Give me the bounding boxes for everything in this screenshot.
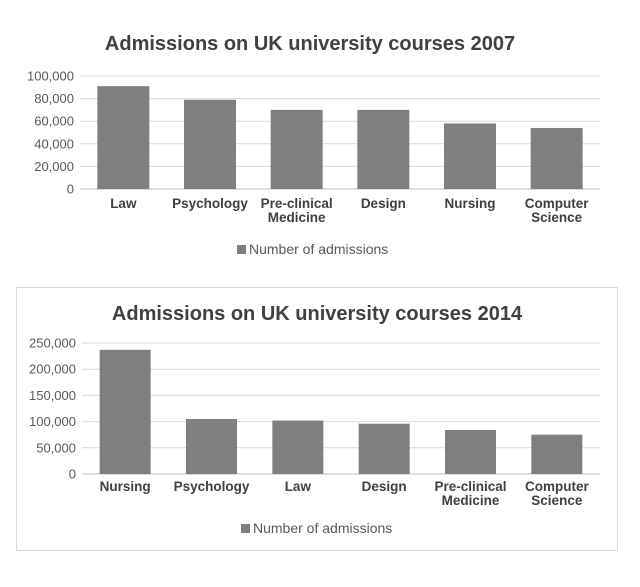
chart1-category-label: Medicine: [442, 493, 500, 508]
chart1-bar: [358, 423, 410, 474]
chart1-y-tick-label: 250,000: [29, 336, 76, 351]
chart0-y-tick-label: 40,000: [34, 136, 74, 151]
chart1-title: Admissions on UK university courses 2014: [112, 303, 523, 325]
chart1-category-label: Nursing: [100, 479, 151, 494]
chart1-category-label: Psychology: [174, 479, 250, 494]
chart1-bar: [99, 349, 151, 474]
chart0-legend-label: Number of admissions: [249, 241, 388, 257]
chart1-bar: [186, 418, 237, 474]
chart0-category-label: Law: [110, 196, 137, 211]
chart1-legend-swatch: [241, 524, 250, 533]
chart1-bar: [531, 434, 583, 474]
chart0-bar: [97, 86, 150, 189]
chart1-category-label: Design: [362, 479, 407, 494]
chart0-y-tick-label: 0: [67, 182, 74, 197]
chart-2007-svg: Admissions on UK university courses 2007…: [27, 33, 600, 257]
chart-2007: Admissions on UK university courses 2007…: [0, 0, 640, 275]
chart0-category-label: Medicine: [268, 210, 326, 225]
chart1-bar: [445, 429, 496, 474]
chart0-title: Admissions on UK university courses 2007: [105, 33, 515, 55]
chart1-y-tick-label: 100,000: [29, 414, 76, 429]
chart1-y-tick-label: 50,000: [36, 440, 76, 455]
chart1-category-label: Pre-clinical: [434, 479, 506, 494]
chart0-y-tick-label: 20,000: [34, 159, 74, 174]
chart1-y-tick-label: 200,000: [29, 362, 76, 377]
chart1-legend-label: Number of admissions: [253, 520, 392, 536]
chart0-category-label: Design: [361, 196, 406, 211]
chart0-bar: [444, 123, 496, 189]
chart0-y-tick-label: 100,000: [27, 69, 74, 84]
chart0-category-label: Science: [531, 210, 583, 225]
chart0-category-label: Pre-clinical: [261, 196, 333, 211]
chart0-y-tick-label: 80,000: [34, 91, 74, 106]
chart0-category-label: Nursing: [444, 196, 495, 211]
chart0-category-label: Psychology: [172, 196, 248, 211]
chart1-category-label: Science: [531, 493, 583, 508]
chart1-category-label: Computer: [525, 479, 589, 494]
chart1-y-tick-label: 150,000: [29, 388, 76, 403]
chart0-bar: [357, 109, 410, 189]
chart-2014: Admissions on UK university courses 2014…: [16, 287, 618, 551]
chart0-bar: [184, 99, 236, 189]
chart0-category-label: Computer: [525, 196, 589, 211]
chart1-bar: [272, 420, 324, 474]
chart0-y-tick-label: 60,000: [34, 114, 74, 129]
chart0-bar: [270, 109, 323, 189]
chart1-category-label: Law: [285, 479, 312, 494]
chart0-legend-swatch: [237, 245, 246, 254]
chart0-bar: [530, 127, 583, 189]
chart1-y-tick-label: 0: [69, 467, 76, 482]
chart-2014-svg: Admissions on UK university courses 2014…: [29, 303, 600, 536]
